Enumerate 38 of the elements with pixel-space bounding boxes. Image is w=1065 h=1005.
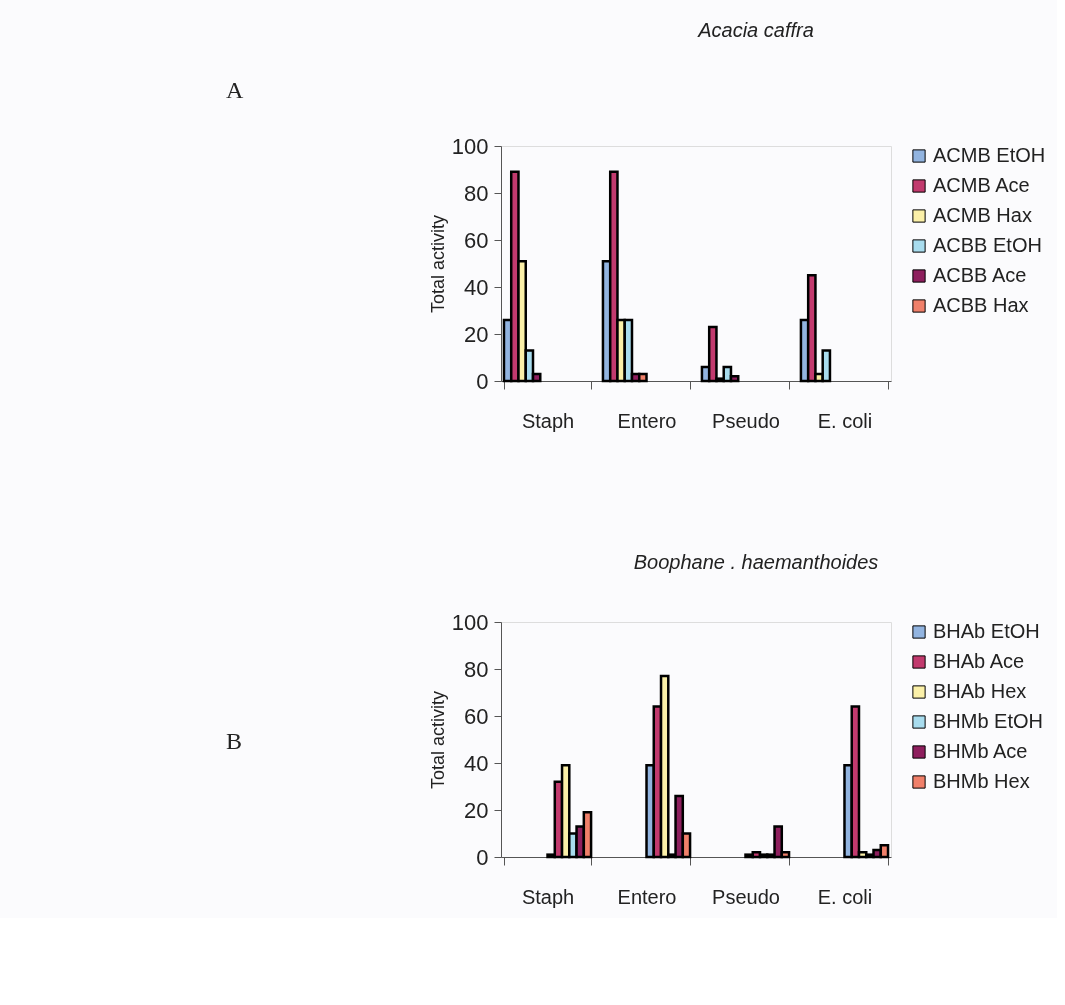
legend-label: BHAb EtOH: [933, 620, 1040, 642]
text: A: [226, 77, 244, 103]
legend-label: ACMB EtOH: [933, 144, 1046, 166]
y-axis-title: Total activity: [427, 690, 448, 790]
legend-label: BHAb Hex: [933, 680, 1027, 702]
legend-label: ACMB Ace: [933, 174, 1030, 196]
x-tick-label: E. coli: [817, 885, 873, 908]
legend-label: ACBB EtOH: [933, 234, 1042, 256]
y-tick-label: 0: [476, 844, 489, 870]
legend-label: ACBB Hax: [933, 294, 1029, 316]
y-tick-label: 40: [464, 274, 489, 300]
chart-title: Boophane . haemanthoides: [633, 551, 879, 573]
y-tick-label: 20: [464, 797, 489, 823]
y-tick-label: 80: [464, 656, 489, 682]
chart-title: Acacia caffra: [697, 19, 814, 41]
y-tick-label: 40: [464, 750, 489, 776]
x-tick-label: Pseudo: [712, 409, 780, 432]
y-tick-label: 80: [464, 180, 489, 206]
x-tick-label: Pseudo: [712, 885, 780, 908]
x-tick-label: Entero: [617, 409, 677, 432]
legend-label: ACMB Hax: [933, 204, 1032, 226]
legend-label: BHMb Hex: [933, 770, 1030, 792]
x-tick-label: Staph: [521, 409, 575, 432]
legend-label: BHAb Ace: [933, 650, 1025, 672]
legend-label: BHMb Ace: [933, 740, 1028, 762]
y-tick-label: 60: [464, 703, 489, 729]
y-tick-label: 20: [464, 321, 489, 347]
legend-label: ACBB Ace: [933, 264, 1027, 286]
legend-label: BHMb EtOH: [933, 710, 1044, 732]
y-tick-label: 100: [451, 133, 489, 159]
y-tick-label: 60: [464, 227, 489, 253]
x-tick-label: Staph: [521, 885, 575, 908]
y-tick-label: 0: [476, 368, 489, 394]
x-tick-label: Entero: [617, 885, 677, 908]
x-tick-label: E. coli: [817, 409, 873, 432]
y-axis-title: Total activity: [427, 214, 448, 314]
text: B: [226, 728, 243, 754]
y-tick-label: 100: [451, 609, 489, 635]
